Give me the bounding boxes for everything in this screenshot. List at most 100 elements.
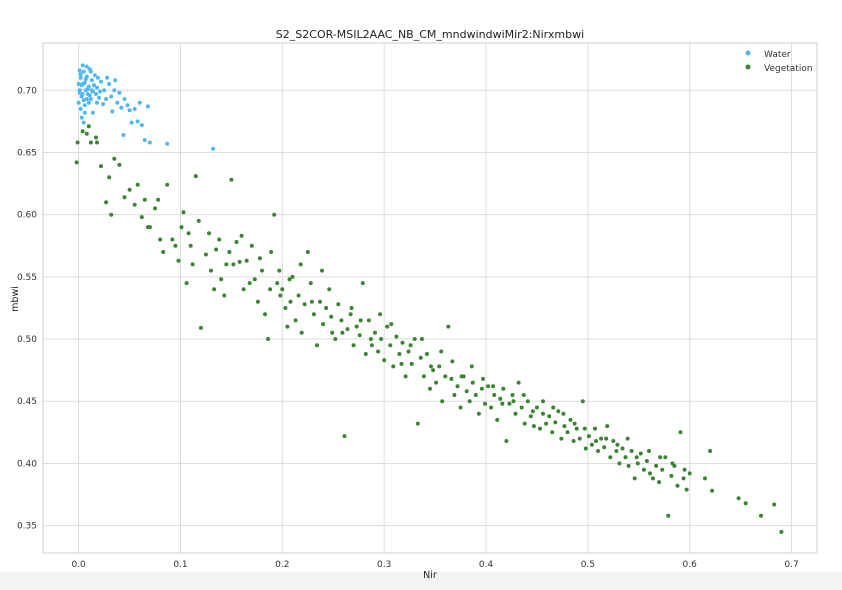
vegetation-point bbox=[469, 364, 474, 369]
vegetation-point bbox=[452, 393, 457, 397]
vegetation-point bbox=[440, 399, 445, 404]
vegetation-point bbox=[492, 393, 497, 397]
vegetation-point bbox=[599, 436, 604, 441]
vegetation-point bbox=[681, 476, 686, 481]
vegetation-point bbox=[285, 324, 290, 329]
vegetation-point bbox=[209, 268, 213, 273]
vegetation-point bbox=[86, 124, 91, 129]
vegetation-point bbox=[429, 364, 433, 369]
vegetation-point bbox=[736, 496, 741, 501]
water-point bbox=[97, 95, 101, 100]
vegetation-point bbox=[179, 225, 184, 230]
water-point bbox=[113, 78, 118, 83]
vegetation-point bbox=[464, 389, 469, 394]
water-point bbox=[83, 77, 88, 82]
vegetation-point bbox=[80, 129, 85, 134]
vegetation-point bbox=[663, 455, 668, 460]
water-point bbox=[94, 92, 98, 96]
y-tick-label: 0.35 bbox=[17, 522, 37, 532]
vegetation-point bbox=[644, 459, 649, 463]
vegetation-point bbox=[473, 393, 478, 397]
vegetation-point bbox=[437, 364, 442, 369]
vegetation-point bbox=[99, 164, 103, 169]
vegetation-point bbox=[615, 442, 620, 447]
vegetation-point bbox=[385, 324, 390, 329]
vegetation-point bbox=[296, 293, 301, 298]
legend-marker bbox=[745, 64, 751, 70]
vegetation-point bbox=[571, 439, 576, 443]
vegetation-point bbox=[188, 243, 193, 248]
x-tick-label: 0.2 bbox=[275, 560, 289, 570]
figure-bottom-band bbox=[0, 572, 842, 590]
vegetation-point bbox=[241, 287, 246, 292]
vegetation-point bbox=[104, 200, 109, 205]
water-point bbox=[122, 97, 127, 101]
vegetation-point bbox=[207, 231, 211, 236]
vegetation-point bbox=[349, 306, 354, 310]
y-tick-labels: 0.35 0.40 0.45 0.50 0.55 0.60 0.65 0.70 bbox=[17, 86, 37, 531]
vegetation-point bbox=[703, 476, 707, 481]
water-point bbox=[84, 64, 89, 69]
water-point bbox=[117, 90, 122, 95]
grid-lines bbox=[43, 43, 817, 553]
vegetation-point bbox=[495, 417, 500, 422]
water-point bbox=[82, 80, 87, 85]
vegetation-point bbox=[320, 268, 324, 273]
vegetation-point bbox=[379, 337, 384, 341]
vegetation-point bbox=[397, 352, 402, 356]
vegetation-point bbox=[611, 439, 616, 443]
y-axis-label: mbwi bbox=[10, 286, 21, 312]
vegetation-point bbox=[212, 287, 217, 292]
water-point bbox=[82, 110, 87, 115]
vegetation-point bbox=[507, 401, 512, 406]
data-points bbox=[74, 63, 784, 534]
x-tick-label: 0.7 bbox=[784, 560, 798, 570]
vegetation-point bbox=[654, 463, 659, 468]
vegetation-point bbox=[450, 359, 455, 364]
vegetation-point bbox=[293, 318, 298, 323]
series-vegetation bbox=[74, 124, 784, 534]
vegetation-point bbox=[498, 396, 503, 401]
vegetation-point bbox=[288, 299, 293, 304]
vegetation-point bbox=[617, 461, 622, 466]
water-point bbox=[142, 138, 147, 142]
vegetation-point bbox=[439, 349, 444, 354]
vegetation-point bbox=[196, 218, 201, 223]
water-point bbox=[145, 104, 150, 109]
x-tick-label: 0.6 bbox=[683, 560, 698, 570]
vegetation-point bbox=[604, 436, 609, 441]
vegetation-point bbox=[388, 343, 393, 348]
vegetation-point bbox=[779, 529, 784, 534]
water-point bbox=[81, 120, 86, 125]
vegetation-point bbox=[391, 364, 396, 369]
water-point bbox=[109, 94, 114, 99]
vegetation-point bbox=[263, 312, 267, 317]
water-point bbox=[79, 115, 84, 120]
vegetation-point bbox=[513, 411, 518, 416]
vegetation-point bbox=[525, 399, 530, 404]
plot-area bbox=[43, 43, 817, 553]
vegetation-point bbox=[351, 343, 356, 348]
vegetation-point bbox=[186, 231, 191, 236]
vegetation-point bbox=[283, 306, 288, 310]
x-tick-label: 0.3 bbox=[377, 560, 391, 570]
vegetation-point bbox=[378, 312, 383, 317]
vegetation-point bbox=[260, 268, 264, 273]
vegetation-point bbox=[181, 210, 186, 215]
vegetation-point bbox=[127, 187, 132, 192]
vegetation-point bbox=[561, 411, 566, 416]
vegetation-point bbox=[596, 449, 600, 453]
water-point bbox=[135, 119, 140, 124]
vegetation-point bbox=[501, 386, 506, 391]
vegetation-point bbox=[687, 471, 692, 476]
water-point bbox=[78, 75, 83, 80]
vegetation-point bbox=[577, 436, 582, 441]
vegetation-point bbox=[574, 426, 579, 431]
vegetation-point bbox=[408, 343, 413, 348]
vegetation-point bbox=[446, 324, 451, 329]
vegetation-point bbox=[327, 287, 332, 292]
vegetation-point bbox=[373, 330, 377, 335]
vegetation-point bbox=[369, 343, 374, 348]
water-point bbox=[77, 90, 82, 95]
vegetation-point bbox=[287, 277, 292, 282]
